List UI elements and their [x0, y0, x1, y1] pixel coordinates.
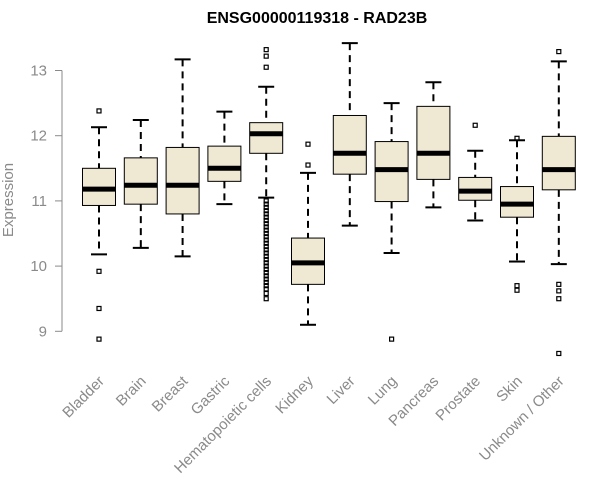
outlier-point — [263, 260, 269, 266]
x-tick-label: Prostate — [432, 373, 484, 425]
outlier-point — [263, 208, 269, 214]
box-iqr — [249, 122, 284, 154]
box-iqr — [541, 135, 576, 191]
outlier-point — [96, 305, 102, 312]
box-kidney — [291, 141, 325, 326]
outlier-point — [263, 243, 269, 250]
outlier-point — [263, 214, 269, 220]
outlier-point — [556, 350, 562, 357]
outlier-point — [556, 281, 562, 287]
outlier-point — [514, 287, 520, 293]
outlier-point — [263, 234, 269, 240]
chart-title: ENSG00000119318 - RAD23B — [207, 10, 428, 27]
outlier-point — [305, 141, 311, 147]
outlier-point — [263, 201, 269, 207]
y-axis-ticks: 9 10 11 12 13 — [30, 63, 62, 340]
box-iqr — [332, 114, 367, 175]
outlier-point — [514, 135, 520, 141]
x-tick-label: Brain — [113, 373, 150, 410]
outlier-point — [263, 273, 269, 279]
boxes-group — [82, 42, 576, 357]
y-tick-label: 9 — [39, 323, 47, 340]
box-iqr — [207, 145, 242, 182]
outlier-point — [263, 237, 269, 243]
x-tick-label: Kidney — [272, 372, 317, 417]
outlier-point — [96, 336, 102, 342]
outlier-point — [263, 221, 269, 227]
box-skin — [500, 135, 534, 293]
outlier-point — [263, 256, 269, 263]
y-axis-label: Expression — [0, 163, 17, 237]
box-iqr — [165, 146, 200, 215]
outlier-point — [263, 266, 269, 272]
outlier-point — [96, 268, 102, 274]
box-hematopoietic-cells — [249, 47, 284, 302]
outlier-point — [263, 217, 269, 224]
x-tick-label: Skin — [493, 373, 526, 406]
box-brain — [123, 119, 158, 249]
box-iqr — [123, 157, 158, 205]
box-bladder — [82, 108, 116, 342]
x-tick-label: Lung — [365, 373, 401, 409]
box-iqr — [416, 105, 451, 180]
outlier-point — [263, 247, 269, 253]
outlier-point — [263, 240, 269, 246]
outlier-point — [263, 211, 269, 217]
y-tick-label: 12 — [30, 128, 47, 145]
box-pancreas — [416, 81, 451, 209]
y-tick-label: 11 — [31, 193, 47, 210]
x-tick-label: Breast — [149, 372, 192, 415]
outlier-point — [556, 48, 562, 55]
outlier-point — [263, 53, 269, 59]
box-liver — [332, 42, 367, 227]
outlier-point — [263, 270, 269, 276]
outlier-point — [263, 204, 269, 211]
box-unknown-other — [541, 48, 576, 357]
x-tick-label: Liver — [324, 373, 359, 408]
outlier-point — [263, 198, 269, 204]
outlier-point — [263, 263, 269, 269]
outlier-point — [556, 288, 562, 294]
outlier-point — [263, 276, 269, 282]
outlier-point — [472, 122, 478, 128]
box-gastric — [207, 110, 242, 206]
outlier-point — [263, 64, 269, 70]
box-lung — [374, 102, 409, 342]
outlier-point — [389, 336, 395, 342]
outlier-point — [263, 253, 269, 259]
y-tick-label: 13 — [30, 63, 47, 80]
outlier-point — [263, 296, 269, 302]
outlier-point — [514, 283, 520, 289]
outlier-point — [263, 224, 269, 230]
outlier-point — [96, 108, 102, 114]
box-breast — [165, 58, 200, 258]
outlier-point — [263, 227, 269, 233]
outlier-point — [263, 283, 269, 289]
outlier-point — [263, 47, 269, 53]
outlier-point — [263, 250, 269, 256]
outlier-point — [263, 290, 269, 297]
outlier-point — [556, 296, 562, 302]
x-tick-label: Bladder — [59, 373, 108, 422]
outlier-point — [305, 162, 311, 168]
outlier-point — [263, 279, 269, 285]
outlier-point — [263, 230, 269, 237]
box-prostate — [458, 122, 493, 222]
y-tick-label: 10 — [30, 258, 47, 275]
